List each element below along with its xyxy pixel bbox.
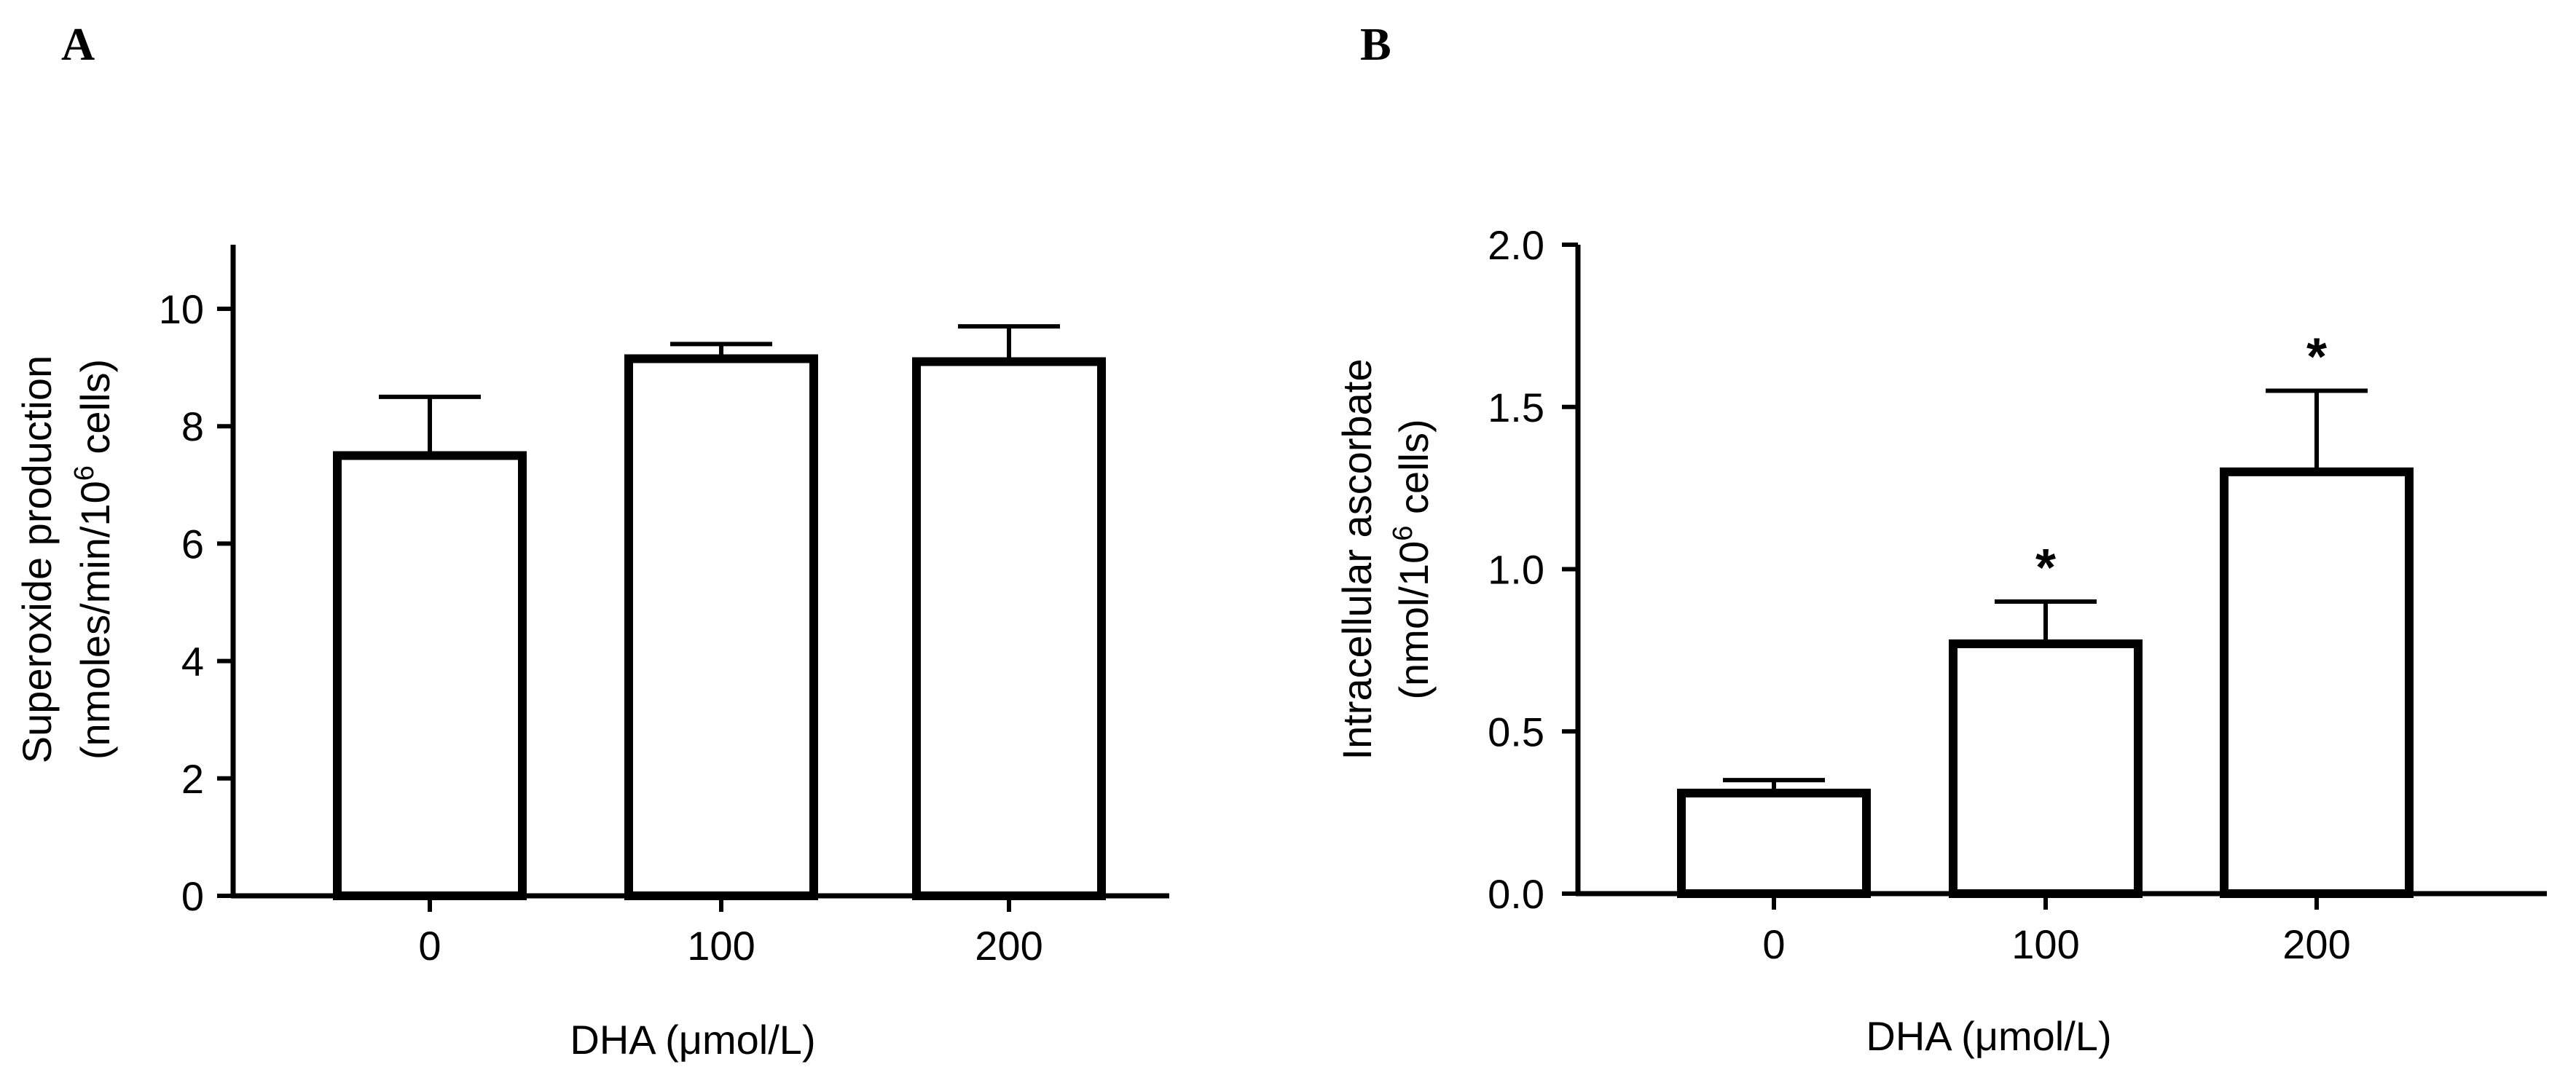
panel-a-label: A: [61, 18, 95, 70]
panel-a-ytick-label: 8: [181, 403, 204, 449]
panel-b-ylabel-line2: (nmol/106 cells): [1388, 419, 1437, 699]
panel-b-ylabel-line1: Intracellular ascorbate: [1334, 359, 1380, 760]
panel-a-ytick-label: 0: [181, 873, 204, 919]
panel-a-bar: [912, 357, 1106, 901]
panel-a: A Superoxide production (nmoles/min/106 …: [14, 18, 1169, 1063]
panel-a-category-label: 0: [418, 923, 441, 969]
panel-a-bar: [624, 354, 818, 900]
panel-a-ylabel-line1: Superoxide production: [14, 355, 60, 763]
panel-b-significance-marker: *: [2035, 539, 2056, 597]
panel-b-ytick-label: 0.0: [1488, 871, 1544, 917]
panel-a-ylabel-line2-suffix: cells): [72, 359, 118, 465]
panel-b-label: B: [1360, 18, 1391, 70]
panel-a-ytick-label: 2: [181, 756, 204, 802]
panel-b-bar: [1677, 788, 1871, 899]
panel-a-category-label: 200: [975, 923, 1042, 969]
panel-a-ylabel-line2: (nmoles/min/106 cells): [69, 359, 118, 760]
panel-b: B Intracellular ascorbate (nmol/106 cell…: [1334, 18, 2547, 1059]
panel-b-category-label: 200: [2282, 921, 2350, 967]
panel-b-ylabel-line2-prefix: (nmol/10: [1391, 541, 1437, 700]
panel-a-category-label: 100: [687, 923, 755, 969]
panel-a-ylabel-line2-prefix: (nmoles/min/10: [72, 481, 118, 760]
panel-a-ytick-label: 10: [159, 286, 204, 332]
panel-b-ytick-label: 0.5: [1488, 709, 1544, 755]
panel-a-xlabel: DHA (μmol/L): [570, 1017, 815, 1063]
panel-b-significance-marker: *: [2306, 328, 2327, 386]
panel-b-bar: [1949, 639, 2143, 899]
panel-b-ytick-label: 1.0: [1488, 547, 1544, 593]
panel-a-ytick-label: 6: [181, 521, 204, 567]
panel-b-ylabel-line2-sup: 6: [1388, 526, 1418, 541]
panel-b-category-label: 100: [2011, 921, 2079, 967]
panel-b-category-label: 0: [1762, 921, 1785, 967]
panel-a-ylabel-line2-sup: 6: [69, 465, 100, 481]
panel-b-plot: 0.0 0.5 1.0 1.5 2.0 0 100 * 200 *: [1488, 222, 2547, 967]
panel-a-bar: [333, 451, 527, 900]
panel-b-ytick-label: 1.5: [1488, 385, 1544, 430]
panel-b-ytick-label: 2.0: [1488, 222, 1544, 268]
panel-b-ylabel-line2-suffix: cells): [1391, 419, 1437, 525]
panel-b-bar: [2220, 467, 2414, 898]
panel-b-xlabel: DHA (μmol/L): [1866, 1013, 2111, 1059]
panel-a-ytick-label: 4: [181, 639, 204, 685]
